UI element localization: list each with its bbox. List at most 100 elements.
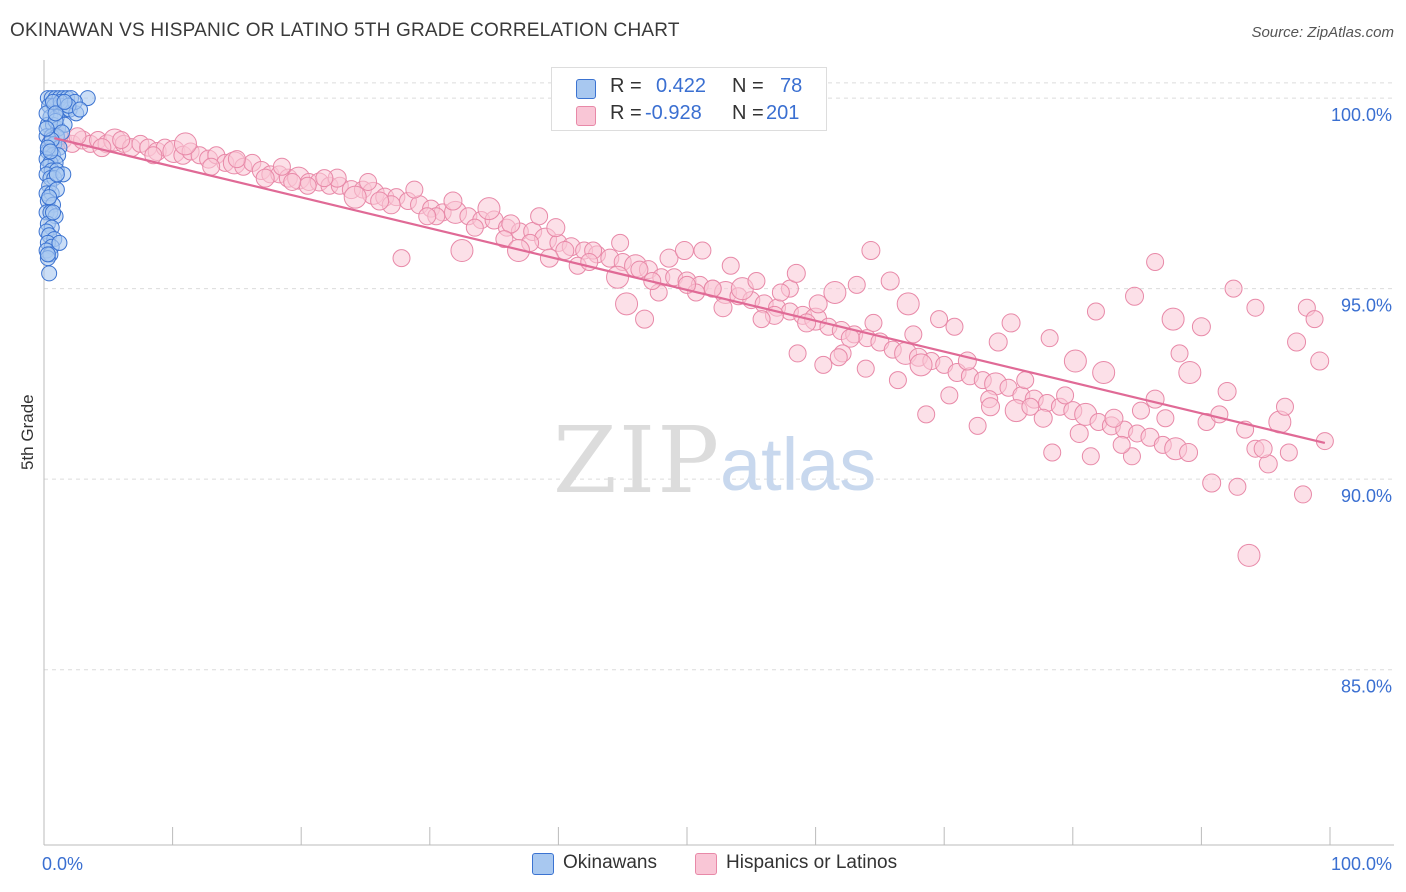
stats-r-label: R = (610, 102, 642, 124)
stats-n-label: N = (732, 102, 764, 124)
data-point-hispanics (829, 348, 848, 367)
data-point-hispanics (840, 328, 860, 348)
legend-label-hispanics: Hispanics or Latinos (726, 852, 898, 873)
data-point-hispanics (1021, 397, 1040, 416)
data-point-hispanics (930, 310, 949, 329)
data-point-hispanics (611, 233, 630, 252)
data-point-hispanics (1081, 447, 1100, 466)
data-point-hispanics (392, 249, 411, 268)
x-tick-label: 100.0% (1331, 854, 1392, 874)
stats-n-value: 78 (780, 75, 803, 97)
stats-swatch-hispanics (576, 106, 596, 126)
chart-title: OKINAWAN VS HISPANIC OR LATINO 5TH GRADE… (10, 20, 680, 41)
data-point-hispanics (1237, 543, 1261, 567)
data-point-hispanics (909, 353, 933, 377)
stats-r-value: -0.928 (645, 102, 702, 124)
data-point-okinawans (48, 166, 65, 183)
data-point-hispanics (495, 230, 514, 249)
data-point-hispanics (904, 325, 923, 344)
data-point-hispanics (1210, 405, 1229, 424)
data-point-hispanics (173, 132, 197, 156)
data-point-hispanics (283, 172, 302, 191)
data-point-hispanics (1092, 360, 1116, 384)
data-point-hispanics (786, 263, 806, 283)
trend-line-hispanics (54, 137, 1326, 445)
data-point-hispanics (659, 248, 679, 268)
y-tick-label: 85.0% (1341, 677, 1392, 697)
data-point-hispanics (968, 416, 987, 435)
data-point-hispanics (1063, 349, 1087, 373)
data-point-hispanics (814, 355, 833, 374)
data-point-hispanics (615, 292, 639, 316)
data-point-hispanics (343, 185, 367, 209)
data-point-hispanics (255, 168, 275, 188)
data-point-hispanics (298, 176, 317, 195)
data-point-hispanics (1033, 408, 1053, 428)
data-point-hispanics (1131, 401, 1150, 420)
data-point-hispanics (788, 344, 807, 363)
y-tick-label: 100.0% (1331, 105, 1392, 125)
stats-swatch-okinawans (576, 79, 596, 99)
stats-row-okinawans: R = 0.422 N = 78 (552, 73, 826, 101)
series-okinawans-points (38, 90, 96, 282)
x-tick-label: 0.0% (42, 854, 83, 874)
data-point-hispanics (1287, 332, 1307, 352)
data-point-okinawans (38, 120, 55, 137)
data-point-hispanics (1275, 397, 1294, 416)
data-point-hispanics (747, 272, 766, 291)
data-point-okinawans (45, 204, 62, 221)
data-point-hispanics (1146, 252, 1165, 271)
data-point-hispanics (1253, 439, 1273, 459)
legend-swatch-okinawans (532, 853, 554, 875)
data-point-hispanics (272, 157, 291, 176)
y-axis-label: 5th Grade (18, 394, 37, 470)
data-point-hispanics (530, 207, 549, 226)
data-point-hispanics (546, 218, 566, 238)
data-point-hispanics (693, 241, 712, 260)
data-point-hispanics (896, 292, 920, 316)
data-point-hispanics (1191, 317, 1211, 337)
data-point-hispanics (888, 371, 907, 390)
data-point-hispanics (635, 309, 655, 329)
stats-row-hispanics: R = -0.928 N = 201 (552, 100, 826, 128)
data-point-hispanics (861, 241, 881, 261)
data-point-hispanics (1305, 310, 1324, 329)
data-point-hispanics (864, 313, 883, 332)
data-point-okinawans (51, 234, 68, 251)
data-point-hispanics (1122, 447, 1141, 466)
data-point-hispanics (1016, 371, 1035, 390)
data-point-hispanics (465, 218, 484, 237)
stats-r-label: R = (610, 75, 642, 97)
data-point-hispanics (1069, 423, 1089, 443)
data-point-hispanics (808, 294, 828, 314)
data-point-hispanics (856, 359, 875, 378)
data-point-hispanics (1086, 302, 1105, 321)
data-point-hispanics (847, 275, 866, 294)
data-point-hispanics (1170, 344, 1189, 363)
watermark: ZIP atlas (553, 407, 876, 514)
data-point-hispanics (1178, 360, 1202, 384)
data-point-hispanics (1040, 329, 1059, 348)
data-point-hispanics (1161, 307, 1185, 331)
data-point-okinawans (56, 93, 73, 110)
data-point-hispanics (202, 157, 221, 176)
data-point-hispanics (1112, 435, 1131, 454)
data-point-hispanics (606, 265, 630, 289)
data-point-hispanics (721, 256, 740, 275)
data-point-hispanics (450, 239, 474, 263)
data-point-hispanics (1279, 443, 1298, 462)
legend-swatch-hispanics (695, 853, 717, 875)
watermark-atlas: atlas (720, 423, 876, 506)
data-point-hispanics (1310, 351, 1330, 371)
data-point-hispanics (1156, 409, 1175, 428)
data-point-hispanics (1246, 298, 1265, 317)
data-point-hispanics (917, 405, 936, 424)
data-point-hispanics (1056, 386, 1075, 405)
legend: Okinawans Hispanics or Latinos (0, 850, 1406, 880)
stats-n-label: N = (732, 75, 764, 97)
data-point-hispanics (405, 180, 424, 199)
data-point-hispanics (880, 271, 900, 291)
data-point-okinawans (42, 143, 59, 160)
data-point-hispanics (477, 197, 501, 221)
